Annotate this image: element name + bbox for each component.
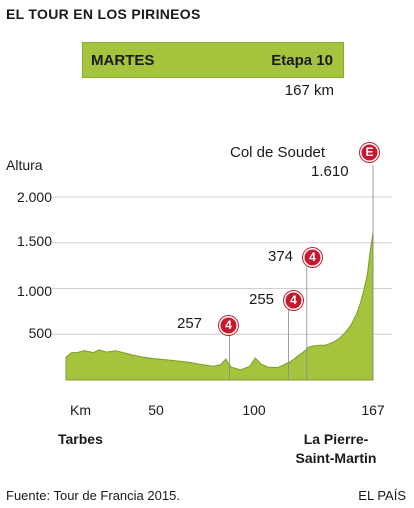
elevation-area: [65, 232, 374, 381]
elevation-chart: [52, 165, 392, 381]
climb-altitude-label: 255: [249, 291, 275, 308]
y-tick-label: 500: [28, 325, 52, 341]
climb-markers: [229, 165, 374, 380]
stage-number: Etapa 10: [271, 52, 333, 69]
stage-day: MARTES: [91, 52, 155, 69]
gridlines: [52, 196, 392, 335]
category-badge-icon: 4: [284, 291, 303, 310]
start-town: Tarbes: [58, 431, 103, 447]
y-axis-title: Altura: [6, 157, 43, 173]
y-tick-label: 1.000: [16, 283, 52, 299]
stage-banner: MARTES Etapa 10: [82, 42, 344, 78]
category-badge-icon: 4: [303, 248, 322, 267]
x-tick-label: 100: [242, 402, 266, 418]
source-note: Fuente: Tour de Francia 2015.: [6, 488, 180, 503]
page-title: EL TOUR EN LOS PIRINEOS: [6, 6, 201, 22]
summit-name: Col de Soudet: [230, 144, 326, 161]
category-badge-icon: 4: [219, 316, 238, 335]
x-tick-label: 167: [361, 402, 385, 418]
category-badge-icon: E: [360, 143, 379, 162]
finish-town: La Pierre-Saint-Martin: [295, 431, 377, 466]
y-tick-label: 2.000: [16, 189, 52, 205]
stage-distance: 167 km: [284, 82, 334, 99]
y-tick-label: 1.500: [16, 233, 52, 249]
climb-altitude-label: 374: [268, 248, 294, 265]
summit-altitude: 1.610: [311, 163, 349, 180]
climb-altitude-label: 257: [177, 315, 203, 332]
x-tick-label: 50: [148, 402, 164, 418]
x-axis-title: Km: [70, 402, 91, 418]
publisher-logo: EL PAÍS: [358, 488, 406, 503]
